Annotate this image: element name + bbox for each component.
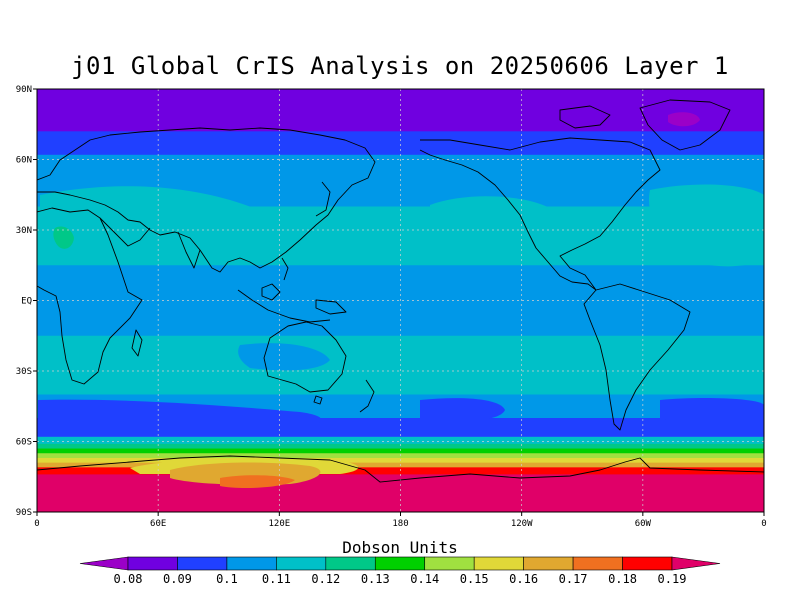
lat-tick-label-1: 60N [16, 156, 32, 166]
colorbar-label-9: 0.17 [559, 572, 588, 586]
coastline-indonesia [237, 289, 331, 323]
colorbar-swatch-6 [424, 556, 475, 571]
lat-tick-label-3: EQ [21, 297, 32, 307]
zonal-band-10 [37, 448, 764, 454]
coastline-africa [37, 207, 143, 385]
coastline-australia [263, 321, 347, 393]
coastline-madagascar [131, 329, 143, 357]
coastline-new-guinea [315, 299, 347, 315]
coastline-eurasia [37, 127, 376, 273]
field-patch [53, 226, 74, 249]
coastline-borneo [261, 283, 281, 301]
colorbar-swatch-4 [325, 556, 376, 571]
colorbar: 0.08 0.09 0.1 0.11 0.12 0.13 0.14 0.15 0.16 0.17 0… [79, 556, 721, 586]
coastline-greenland [639, 99, 731, 151]
colorbar-swatch-1 [177, 556, 228, 571]
field-patch [420, 398, 505, 422]
coastline-philippines [281, 257, 289, 281]
ozone-field-details [38, 112, 764, 488]
colorbar-swatch-7 [473, 556, 524, 571]
lat-axis: 90N 60N 30N EQ 30S 60S 90S [16, 85, 37, 518]
coastline-arctic-islands [559, 105, 611, 129]
colorbar-label-7: 0.15 [460, 572, 489, 586]
colorbar-label-6: 0.14 [410, 572, 439, 586]
lon-tick-label-4: 120W [511, 519, 533, 529]
coastline-antarctica [37, 455, 764, 483]
coastline-tasmania [313, 395, 323, 405]
colorbar-label-2: 0.1 [216, 572, 238, 586]
lon-tick-label-1: 60E [150, 519, 166, 529]
lat-tick-label-6: 90S [16, 508, 32, 518]
coastline-india [177, 231, 201, 269]
lon-tick-label-5: 60W [635, 519, 652, 529]
field-patch [238, 343, 330, 371]
colorbar-label-8: 0.16 [509, 572, 538, 586]
map-title: j01 Global CrIS Analysis on 20250606 Lay… [71, 52, 729, 80]
colorbar-label-0: 0.08 [114, 572, 143, 586]
lat-tick-label-0: 90N [16, 85, 32, 95]
field-patch [38, 399, 322, 429]
lon-tick-label-2: 120E [268, 519, 290, 529]
lat-tick-label-2: 30N [16, 226, 32, 236]
colorbar-swatch-8 [523, 556, 574, 571]
field-patch [649, 184, 764, 267]
colorbar-swatch-10 [622, 556, 673, 571]
colorbar-title: Dobson Units [342, 538, 458, 557]
map-plot-area [37, 89, 764, 512]
coastline-north-america [419, 137, 661, 291]
colorbar-extend-low [79, 556, 129, 571]
colorbar-swatch-0 [127, 556, 178, 571]
coastline-japan [315, 181, 331, 217]
colorbar-swatch-3 [276, 556, 327, 571]
colorbar-label-11: 0.19 [658, 572, 687, 586]
grid-lines [37, 89, 764, 512]
colorbar-swatch-9 [572, 556, 623, 571]
lon-tick-label-0: 0 [34, 519, 39, 529]
field-patch [668, 112, 700, 127]
colorbar-label-3: 0.11 [262, 572, 291, 586]
lon-axis: 0 60E 120E 180 120W 60W 0 [34, 512, 767, 529]
colorbar-swatch-2 [226, 556, 277, 571]
lat-tick-label-5: 60S [16, 438, 32, 448]
coastlines [37, 99, 764, 483]
coastline-new-zealand [359, 379, 375, 413]
coastline-south-america [583, 283, 691, 431]
zonal-band-9 [37, 443, 764, 450]
colorbar-label-4: 0.12 [311, 572, 340, 586]
colorbar-extend-high [671, 556, 721, 571]
lon-tick-label-6: 0 [761, 519, 766, 529]
colorbar-label-1: 0.09 [163, 572, 192, 586]
field-patch [660, 397, 764, 424]
zonal-band-14 [37, 467, 764, 475]
field-patch [220, 475, 295, 488]
lat-tick-label-4: 30S [16, 367, 32, 377]
lon-tick-label-3: 180 [392, 519, 408, 529]
coastline-arabia [99, 217, 151, 247]
colorbar-label-10: 0.18 [608, 572, 637, 586]
colorbar-swatch-5 [374, 556, 426, 571]
field-patch [40, 186, 293, 262]
colorbar-label-5: 0.13 [361, 572, 390, 586]
